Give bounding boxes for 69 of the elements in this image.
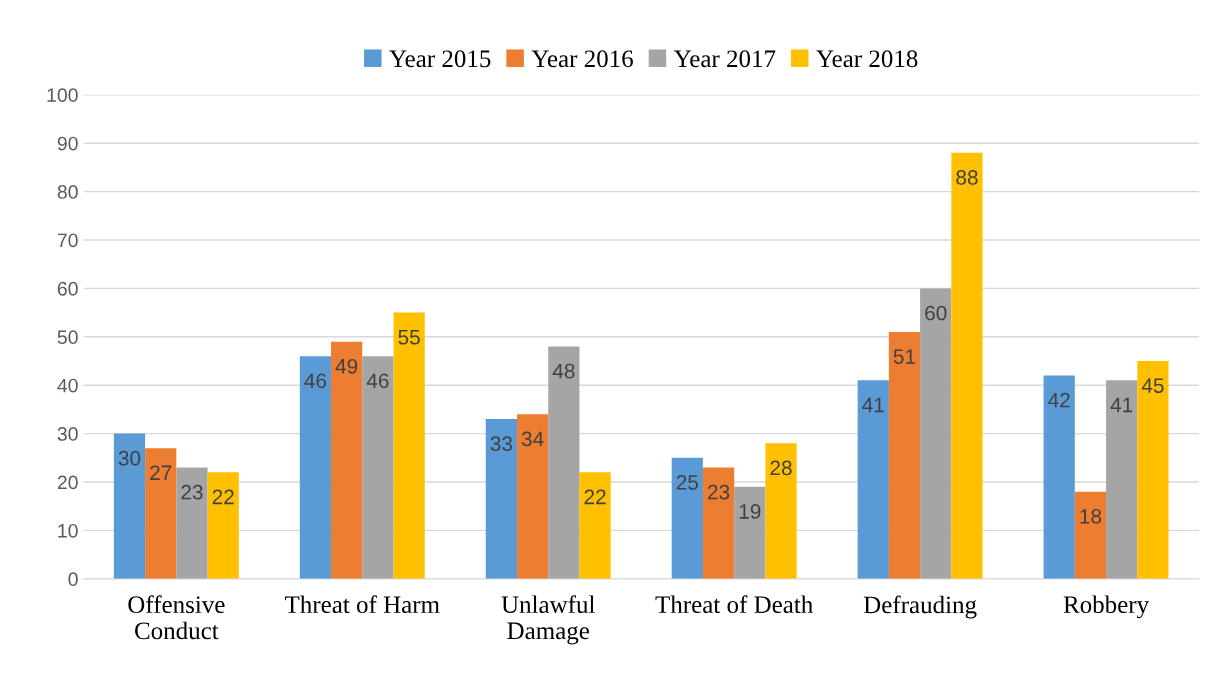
legend-label: Year 2018 [816,50,918,68]
data-label: 46 [304,373,327,389]
data-label: 55 [398,330,420,345]
x-tick-label: Offensive Conduct [128,595,225,640]
bar [857,380,889,579]
bar [362,356,394,579]
data-label: 34 [521,431,544,447]
bar [1043,375,1075,579]
data-label: 33 [490,436,513,452]
bar [888,331,921,579]
data-label: 41 [1110,397,1133,413]
bar [579,472,611,579]
bar [113,433,146,579]
data-label: 48 [552,363,575,379]
bar [516,414,549,579]
y-tick-label: 40 [57,378,78,393]
bar [1106,380,1138,579]
bar [1137,361,1169,579]
x-tick-label: Threat of Death [655,595,813,614]
x-tick-label: Defrauding [863,595,977,619]
bar [485,419,517,579]
y-tick-label: 50 [57,330,78,345]
y-tick-label: 100 [47,88,78,103]
bar [702,467,735,579]
bar [671,457,703,579]
data-label: 42 [1048,392,1070,408]
data-label: 60 [925,305,947,321]
x-tick-label: Unlawful Damage [501,595,595,645]
data-label: 30 [118,450,141,466]
bar [920,288,952,579]
bar [548,346,580,579]
data-label: 45 [1141,378,1164,393]
bar [145,448,177,579]
bar [1074,491,1107,579]
legend-label: Year 2016 [531,50,633,68]
y-tick-label: 0 [68,572,78,587]
data-label: 22 [212,489,234,505]
y-tick-label: 30 [57,427,78,441]
y-tick-label: 80 [57,185,78,199]
data-label: 41 [862,397,884,413]
y-tick-label: 70 [57,233,78,248]
data-label: 25 [676,475,699,490]
data-label: 49 [335,358,358,374]
legend-label: Year 2017 [673,50,776,68]
bar [331,341,363,579]
x-tick-label: Robbery [1063,595,1150,619]
data-label: 46 [366,373,389,389]
data-label: 19 [739,504,761,519]
bar [299,356,332,579]
bar [393,312,425,579]
data-label: 23 [181,484,203,500]
data-label: 28 [770,460,792,476]
y-tick-label: 60 [57,281,78,296]
data-label: 88 [956,170,978,185]
bar [951,152,983,579]
legend-label: Year 2015 [389,50,491,68]
bar [207,472,239,579]
bar [176,467,208,579]
y-tick-label: 10 [58,523,78,538]
x-tick-label: Threat of Harm [285,595,440,614]
data-label: 27 [150,465,172,480]
y-tick-label: 20 [57,475,78,490]
data-label: 22 [584,489,606,505]
data-label: 23 [708,484,730,500]
y-tick-label: 90 [57,136,78,151]
bar [734,486,766,579]
data-label: 18 [1080,508,1102,524]
bar [765,443,797,579]
data-label: 51 [893,349,916,364]
